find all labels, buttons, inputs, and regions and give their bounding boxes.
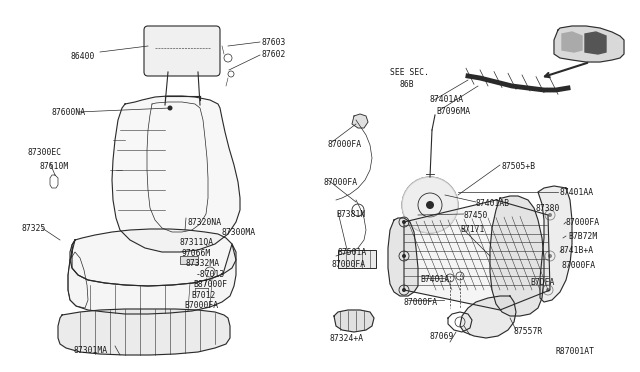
Text: 87000FA: 87000FA [404, 298, 438, 307]
Text: B7000FA: B7000FA [184, 301, 218, 310]
Text: 86B: 86B [400, 80, 415, 89]
Text: 87602: 87602 [262, 50, 286, 59]
Circle shape [402, 254, 406, 258]
Text: 8741B+A: 8741B+A [560, 246, 594, 255]
Text: 86400: 86400 [70, 52, 95, 61]
Text: 87600NA: 87600NA [52, 108, 86, 117]
Polygon shape [352, 114, 368, 128]
Text: 87380: 87380 [535, 204, 559, 213]
Circle shape [402, 220, 406, 224]
Text: 87610M: 87610M [40, 162, 69, 171]
Text: 87300EC: 87300EC [28, 148, 62, 157]
Polygon shape [562, 32, 582, 52]
Polygon shape [388, 218, 418, 296]
Polygon shape [402, 177, 458, 233]
Text: 87320NA: 87320NA [187, 218, 221, 227]
Circle shape [548, 213, 552, 217]
Text: B7096MA: B7096MA [436, 107, 470, 116]
Bar [180, 256, 198, 264]
Circle shape [168, 106, 173, 110]
Text: SEE SEC.: SEE SEC. [390, 68, 429, 77]
Polygon shape [58, 309, 230, 355]
Text: 87332MA: 87332MA [186, 259, 220, 268]
Polygon shape [460, 296, 516, 338]
Text: B7B72M: B7B72M [568, 232, 597, 241]
Text: B87000F: B87000F [193, 280, 227, 289]
Text: 87000FA: 87000FA [328, 140, 362, 149]
Polygon shape [70, 229, 236, 286]
Text: R87001AT: R87001AT [555, 347, 594, 356]
Text: B7381N: B7381N [336, 210, 365, 219]
Text: 87401AA: 87401AA [560, 188, 594, 197]
Text: -87013: -87013 [196, 270, 225, 279]
Polygon shape [112, 96, 240, 252]
Circle shape [426, 201, 434, 209]
Text: 87300MA: 87300MA [222, 228, 256, 237]
Text: 87000FA: 87000FA [566, 218, 600, 227]
Bar [338, 250, 376, 268]
Circle shape [402, 288, 406, 292]
Text: 97066M: 97066M [182, 249, 211, 258]
Text: B7401A: B7401A [420, 275, 449, 284]
Text: B7012: B7012 [191, 291, 216, 300]
Circle shape [548, 254, 552, 258]
Polygon shape [490, 196, 544, 316]
Text: 87401AA: 87401AA [430, 95, 464, 104]
Circle shape [546, 288, 550, 292]
Text: 87301MA: 87301MA [73, 346, 107, 355]
Text: 87450: 87450 [463, 211, 488, 220]
Polygon shape [554, 26, 624, 62]
Text: 87501A: 87501A [338, 248, 367, 257]
Polygon shape [585, 32, 606, 54]
Text: 87401AB: 87401AB [475, 199, 509, 208]
Text: B7171: B7171 [460, 225, 484, 234]
Polygon shape [404, 200, 550, 310]
Polygon shape [334, 310, 374, 332]
Text: B7DFA: B7DFA [530, 278, 554, 287]
Text: 87069: 87069 [430, 332, 454, 341]
Text: 87324+A: 87324+A [330, 334, 364, 343]
Text: 87325: 87325 [22, 224, 46, 233]
Text: 87311QA: 87311QA [180, 238, 214, 247]
Text: 87000FA: 87000FA [323, 178, 357, 187]
Text: 87505+B: 87505+B [502, 162, 536, 171]
Text: 87603: 87603 [262, 38, 286, 47]
FancyBboxPatch shape [144, 26, 220, 76]
Text: 87000FA: 87000FA [561, 261, 595, 270]
Text: 87557R: 87557R [514, 327, 543, 336]
Text: 87000FA: 87000FA [332, 260, 366, 269]
Polygon shape [538, 186, 572, 302]
Polygon shape [68, 240, 236, 314]
